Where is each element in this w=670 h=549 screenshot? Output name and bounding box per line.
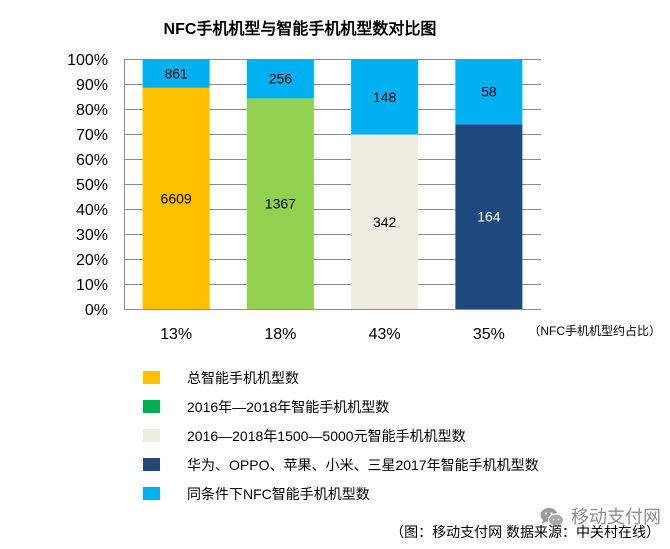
legend-label: 总智能手机机型数 bbox=[187, 369, 299, 386]
stacked-bar-chart: 0% 10% 20% 30% 40% 50% 60% 70% 80% 90% 100% 6609 861… bbox=[67, 52, 541, 343]
legend-swatch bbox=[143, 458, 160, 471]
y-tick-label: 60% bbox=[76, 152, 108, 169]
y-tick-label: 20% bbox=[76, 252, 108, 269]
y-tick-label: 0% bbox=[85, 302, 108, 319]
legend-label: 2016—2018年1500—5000元智能手机机型数 bbox=[187, 427, 466, 444]
legend-swatch bbox=[143, 400, 160, 413]
bar-segment bbox=[351, 134, 419, 309]
legend-item: 2016年—2018年智能手机机型数 bbox=[143, 392, 539, 421]
data-label: 6609 bbox=[161, 190, 192, 206]
legend-label: 同条件下NFC智能手机机型数 bbox=[187, 485, 370, 502]
y-tick-label: 50% bbox=[76, 177, 108, 194]
bar-segment bbox=[246, 98, 314, 309]
y-tick-label: 90% bbox=[76, 77, 108, 94]
legend-item: 总智能手机机型数 bbox=[143, 363, 539, 392]
bar-segment bbox=[351, 59, 419, 135]
x-tick-label: 35% bbox=[473, 326, 505, 343]
legend-label: 华为、OPPO、苹果、小米、三星2017年智能手机机型数 bbox=[187, 456, 539, 473]
legend-swatch bbox=[143, 371, 160, 384]
data-label: 861 bbox=[164, 65, 188, 81]
watermark: 移动支付网 bbox=[539, 505, 661, 529]
chart-title: NFC手机机型与智能手机机型数对比图 bbox=[163, 21, 437, 38]
wechat-icon bbox=[539, 507, 565, 528]
data-label: 164 bbox=[477, 209, 501, 225]
y-tick-label: 70% bbox=[76, 127, 108, 144]
watermark-text: 移动支付网 bbox=[571, 507, 661, 527]
legend-swatch bbox=[143, 487, 160, 500]
y-tick-label: 100% bbox=[67, 52, 108, 69]
bar-segment bbox=[455, 59, 523, 125]
legend-item: 2016—2018年1500—5000元智能手机机型数 bbox=[143, 421, 539, 450]
bar-segment bbox=[142, 87, 210, 309]
y-tick-label: 80% bbox=[76, 102, 108, 119]
legend-item: 同条件下NFC智能手机机型数 bbox=[143, 479, 539, 508]
bar-segment bbox=[455, 124, 523, 310]
bar-segment bbox=[246, 59, 314, 99]
x-tick-label: 18% bbox=[264, 326, 296, 343]
y-tick-label: 40% bbox=[76, 202, 108, 219]
bar-segment bbox=[142, 59, 210, 88]
y-tick-label: 30% bbox=[76, 227, 108, 244]
x-tick-label: 43% bbox=[369, 326, 401, 343]
legend-item: 华为、OPPO、苹果、小米、三星2017年智能手机机型数 bbox=[143, 450, 539, 479]
data-label: 148 bbox=[373, 89, 397, 105]
y-tick-label: 10% bbox=[76, 277, 108, 294]
x-tick-label: 13% bbox=[160, 326, 192, 343]
x-axis-note: （NFC手机机型约占比） bbox=[528, 324, 661, 338]
legend: 总智能手机机型数 2016年—2018年智能手机机型数 2016—2018年15… bbox=[143, 363, 539, 508]
data-label: 1367 bbox=[265, 196, 296, 212]
data-label: 58 bbox=[481, 84, 497, 100]
data-label: 342 bbox=[373, 214, 397, 230]
legend-swatch bbox=[143, 429, 160, 442]
legend-label: 2016年—2018年智能手机机型数 bbox=[187, 398, 390, 415]
source-note: （图：移动支付网 数据来源：中关村在线） bbox=[390, 524, 660, 540]
data-label: 256 bbox=[269, 71, 293, 87]
